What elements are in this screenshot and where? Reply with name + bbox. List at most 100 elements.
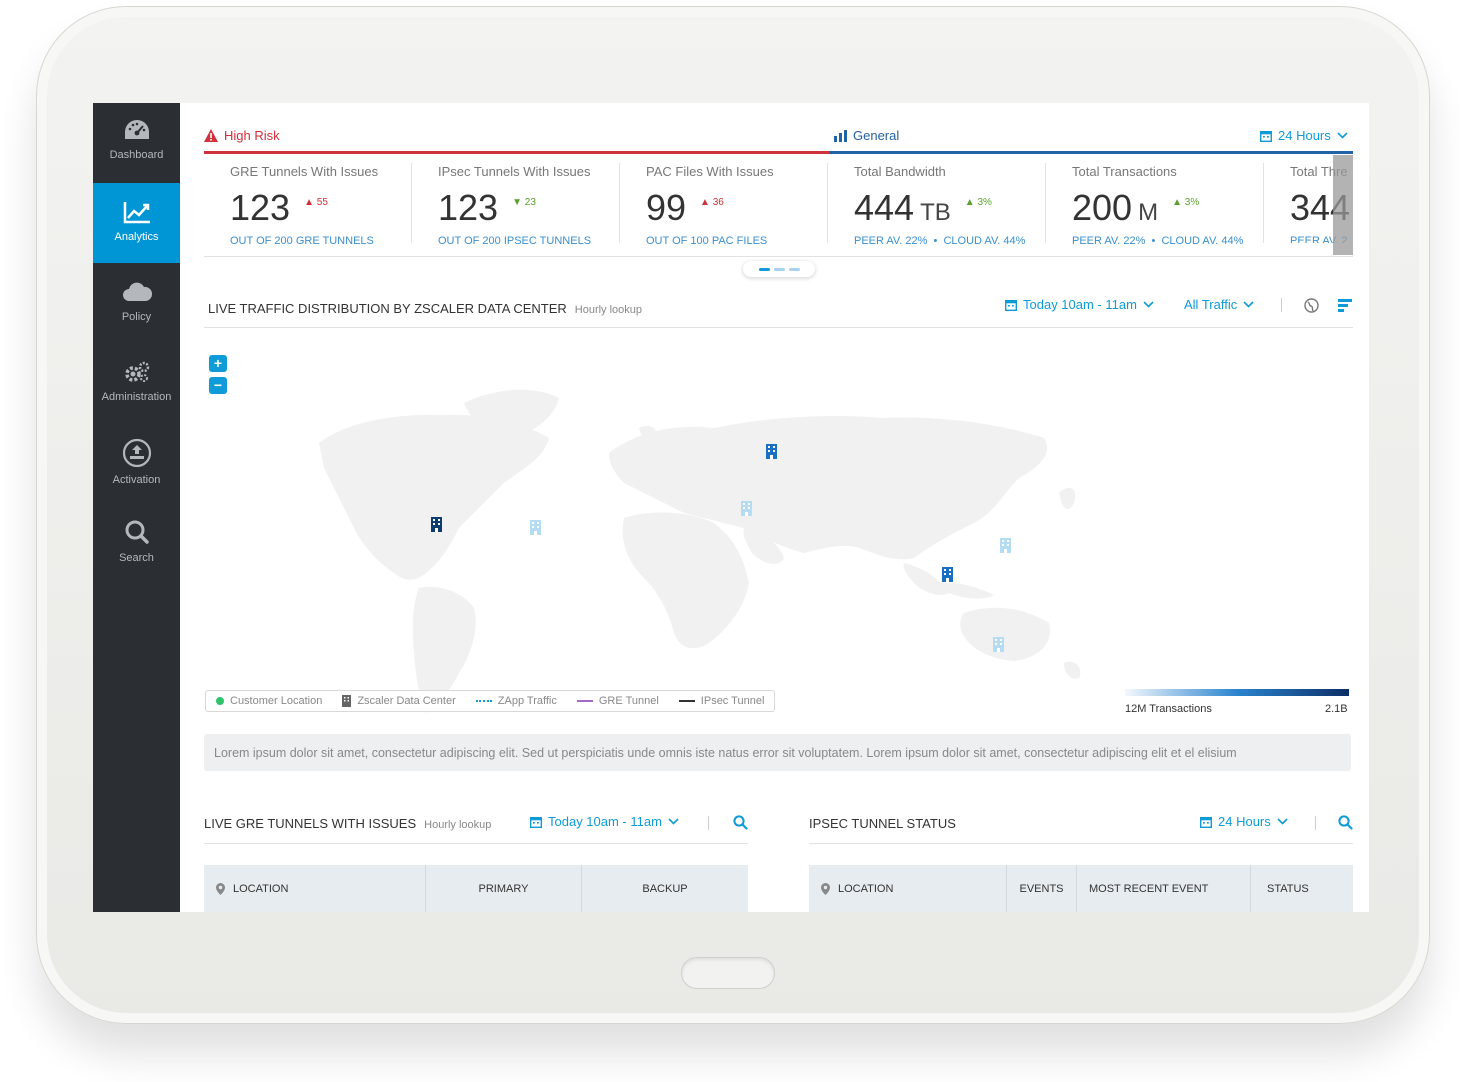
kpi-card-transactions[interactable]: Total Transactions 200 M ▲ 3% PEER AV. 22%…: [1046, 163, 1264, 247]
bar-chart-icon: [834, 129, 847, 142]
high-risk-tab[interactable]: High Risk: [204, 128, 280, 143]
high-risk-underline: [204, 151, 829, 154]
sidebar-item-label: Activation: [112, 474, 161, 486]
data-center-marker[interactable]: [942, 567, 953, 582]
pager-dot[interactable]: [788, 267, 800, 271]
column-header-events[interactable]: EVENTS: [1007, 865, 1077, 912]
divider: [1281, 298, 1282, 312]
chevron-down-icon: [1277, 818, 1288, 825]
general-underline: [829, 151, 1353, 154]
data-center-marker[interactable]: [741, 501, 752, 516]
building-icon: [342, 695, 352, 707]
dot-icon: [216, 697, 224, 705]
sidebar-item-dashboard[interactable]: Dashboard: [93, 103, 180, 183]
sidebar-item-label: Analytics: [114, 231, 159, 243]
kpi-delta: ▲ 3%: [1172, 196, 1200, 208]
kpi-scroll-indicator[interactable]: [1333, 155, 1353, 255]
column-header-primary[interactable]: PRIMARY: [426, 865, 582, 912]
chevron-down-icon: [668, 818, 679, 825]
gre-time-dropdown[interactable]: Today 10am - 11am: [530, 814, 679, 829]
search-icon: [125, 520, 149, 544]
legend-customer-location: Customer Location: [216, 695, 322, 707]
traffic-time-dropdown[interactable]: Today 10am - 11am: [1005, 297, 1154, 312]
general-label: General: [853, 128, 900, 143]
kpi-value: 99: [646, 187, 687, 228]
kpi-value: 200: [1072, 187, 1133, 228]
ipsec-time-dropdown[interactable]: 24 Hours: [1200, 814, 1288, 829]
section-title-ipsec: IPSEC TUNNEL STATUS: [809, 816, 956, 831]
column-header-recent-event[interactable]: MOST RECENT EVENT: [1077, 865, 1251, 912]
map-legend: Customer Location Zscaler Data Center ZA…: [205, 690, 776, 712]
app-screen: Dashboard Analytics Policy Administrat: [93, 103, 1369, 912]
world-map[interactable]: [204, 343, 1354, 733]
transactions-scale-bar: [1125, 689, 1349, 696]
time-range-dropdown[interactable]: 24 Hours: [1260, 128, 1348, 143]
kpi-title: IPsec Tunnels With Issues: [438, 164, 591, 179]
scale-max-label: 2.1B: [1325, 703, 1348, 715]
column-header-location[interactable]: LOCATION: [204, 865, 426, 912]
kpi-pager[interactable]: [743, 261, 815, 277]
location-pin-icon: [821, 882, 830, 895]
data-center-marker[interactable]: [431, 517, 442, 532]
section-subtitle: Hourly lookup: [424, 819, 492, 831]
column-header-location[interactable]: LOCATION: [809, 865, 1007, 912]
column-header-status[interactable]: STATUS: [1267, 882, 1309, 895]
calendar-icon: [1005, 299, 1017, 311]
column-header-backup[interactable]: BACKUP: [642, 882, 688, 895]
line-icon: [678, 700, 695, 702]
kpi-card-ipsec[interactable]: IPsec Tunnels With Issues 123 ▼ 23 OUT OF…: [412, 163, 620, 247]
kpi-delta: ▼ 23: [512, 196, 536, 208]
kpi-delta: ▲ 55: [304, 196, 328, 208]
data-center-marker[interactable]: [1000, 538, 1011, 553]
pager-dot[interactable]: [773, 267, 785, 271]
sidebar-item-policy[interactable]: Policy: [93, 263, 180, 343]
sidebar-item-administration[interactable]: Administration: [93, 343, 180, 423]
kpi-title: Total Transactions: [1072, 164, 1177, 179]
chevron-down-icon: [1143, 301, 1154, 308]
divider: [204, 843, 748, 844]
data-center-marker[interactable]: [530, 520, 541, 535]
legend-data-center: Zscaler Data Center: [342, 695, 456, 707]
search-icon[interactable]: [733, 815, 748, 830]
kpi-subtext: PEER AV. 22% • CLOUD AV. 44%: [854, 235, 1026, 247]
gre-table-header: LOCATION PRIMARY BACKUP: [204, 865, 748, 912]
kpi-value: 123: [438, 187, 499, 228]
legend-gre: GRE Tunnel: [576, 695, 659, 707]
list-view-icon[interactable]: [1338, 299, 1352, 312]
sidebar-item-label: Policy: [121, 311, 152, 323]
kpi-title: PAC Files With Issues: [646, 164, 774, 179]
divider: [204, 256, 1353, 257]
gauge-icon: [124, 120, 149, 139]
traffic-filter-dropdown[interactable]: All Traffic: [1184, 297, 1254, 312]
warning-icon: [204, 129, 218, 142]
sidebar-item-search[interactable]: Search: [93, 508, 180, 588]
location-pin-icon: [216, 882, 225, 895]
kpi-subtext: PEER AV. 2: [1290, 235, 1348, 243]
home-button[interactable]: [681, 957, 775, 989]
zoom-out-button[interactable]: −: [209, 377, 227, 394]
chart-line-icon: [123, 202, 150, 224]
kpi-subtext: OUT OF 200 GRE TUNNELS: [230, 235, 374, 247]
legend-zapp: ZApp Traffic: [475, 695, 557, 707]
sidebar-item-analytics[interactable]: Analytics: [93, 183, 180, 263]
search-icon[interactable]: [1338, 815, 1353, 830]
data-center-marker[interactable]: [993, 637, 1004, 652]
info-note: Lorem ipsum dolor sit amet, consectetur …: [204, 734, 1351, 771]
kpi-card-pac[interactable]: PAC Files With Issues 99 ▲ 36 OUT OF 100 …: [620, 163, 828, 247]
section-title-gre: LIVE GRE TUNNELS WITH ISSUES Hourly looku…: [204, 816, 492, 831]
section-subtitle: Hourly lookup: [574, 304, 643, 316]
kpi-card-bandwidth[interactable]: Total Bandwidth 444 TB ▲ 3% PEER AV. 22% •…: [828, 163, 1046, 247]
continents: [319, 389, 1081, 713]
data-center-markers: [431, 444, 1011, 652]
globe-icon[interactable]: [1304, 298, 1319, 313]
zoom-in-button[interactable]: +: [209, 355, 227, 372]
pager-dot[interactable]: [758, 267, 770, 271]
scale-min-label: 12M Transactions: [1125, 703, 1212, 715]
kpi-delta: ▲ 3%: [964, 196, 992, 208]
sidebar-item-activation[interactable]: Activation: [93, 428, 180, 508]
data-center-marker[interactable]: [766, 444, 777, 459]
chevron-down-icon: [1337, 132, 1348, 139]
dotted-line-icon: [475, 700, 492, 702]
general-tab[interactable]: General: [834, 128, 899, 143]
kpi-card-gre[interactable]: GRE Tunnels With Issues 123 ▲ 55 OUT OF 2…: [204, 163, 412, 247]
